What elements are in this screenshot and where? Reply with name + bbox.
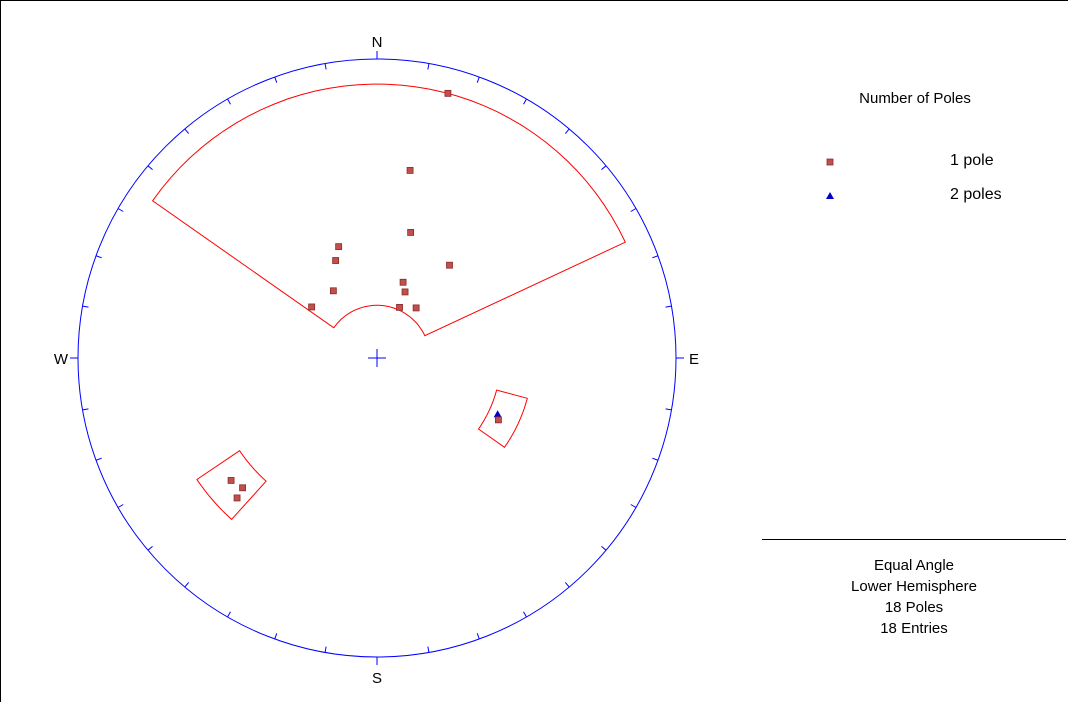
- tick-mark: [95, 457, 102, 461]
- west-label: W: [54, 351, 69, 368]
- tick-mark: [476, 633, 480, 640]
- info-box: Equal Angle Lower Hemisphere 18 Poles 18…: [762, 555, 1066, 639]
- tick-mark: [665, 305, 672, 308]
- tick-mark: [82, 408, 89, 411]
- selection-window: [196, 450, 267, 521]
- pole-marker-2: [493, 410, 502, 418]
- tick-mark: [652, 457, 659, 461]
- pole-marker-1: [399, 278, 407, 286]
- info-entries-count: 18 Entries: [880, 620, 948, 637]
- tick-mark: [324, 646, 327, 653]
- info-separator: [762, 539, 1066, 540]
- selection-window: [151, 83, 626, 337]
- degree-ticks: [70, 51, 684, 665]
- pole-marker-1: [308, 303, 316, 311]
- tick-mark: [82, 305, 89, 308]
- legend-label-1-pole: 1 pole: [950, 152, 994, 169]
- tick-mark: [652, 255, 659, 259]
- pole-marker-1: [406, 167, 414, 174]
- north-label: N: [372, 34, 383, 51]
- pole-marker-1: [495, 416, 502, 424]
- tick-mark: [227, 611, 231, 618]
- tick-mark: [564, 582, 570, 588]
- selection-windows: [151, 83, 626, 521]
- pole-marker-1: [444, 89, 452, 97]
- tick-mark: [117, 504, 124, 508]
- tick-mark: [564, 128, 570, 134]
- tick-mark: [117, 208, 124, 212]
- tick-mark: [523, 611, 527, 618]
- tick-mark: [274, 633, 278, 640]
- poles-layer: [227, 89, 502, 502]
- legend-square-symbol: [826, 158, 834, 166]
- tick-mark: [601, 545, 607, 551]
- legend-title: Number of Poles: [859, 90, 971, 107]
- pole-marker-1: [233, 494, 241, 502]
- tick-mark: [147, 165, 153, 171]
- tick-mark: [476, 76, 480, 83]
- pole-marker-1: [329, 287, 337, 295]
- tick-mark: [184, 128, 190, 134]
- tick-mark: [630, 504, 637, 508]
- pole-marker-1: [335, 243, 343, 251]
- pole-marker-1: [407, 229, 415, 236]
- tick-mark: [227, 98, 231, 105]
- info-poles-count: 18 Poles: [884, 599, 944, 616]
- tick-mark: [630, 208, 637, 212]
- tick-mark: [601, 165, 607, 171]
- pole-marker-1: [396, 303, 403, 311]
- tick-mark: [95, 255, 102, 259]
- pole-marker-1: [446, 261, 453, 269]
- tick-mark: [274, 76, 278, 83]
- pole-marker-1: [401, 288, 409, 296]
- pole-marker-1: [239, 484, 247, 492]
- tick-mark: [184, 582, 190, 588]
- pole-marker-1: [332, 257, 340, 264]
- pole-marker-1: [412, 304, 420, 312]
- stereonet-plot: N S E W: [54, 34, 699, 687]
- center-cross: [368, 349, 386, 367]
- info-projection: Equal Angle: [873, 557, 955, 574]
- tick-mark: [324, 63, 327, 70]
- tick-mark: [427, 646, 430, 653]
- legend-triangle-symbol: [826, 192, 834, 199]
- pole-marker-1: [227, 477, 235, 484]
- tick-mark: [427, 63, 430, 70]
- legend-label-2-poles: 2 poles: [950, 186, 1002, 203]
- tick-mark: [665, 408, 672, 411]
- tick-mark: [523, 98, 527, 105]
- south-label: S: [372, 670, 382, 687]
- east-label: E: [689, 351, 699, 368]
- tick-mark: [147, 545, 153, 551]
- selection-window: [477, 389, 528, 448]
- info-hemisphere: Lower Hemisphere: [851, 578, 977, 595]
